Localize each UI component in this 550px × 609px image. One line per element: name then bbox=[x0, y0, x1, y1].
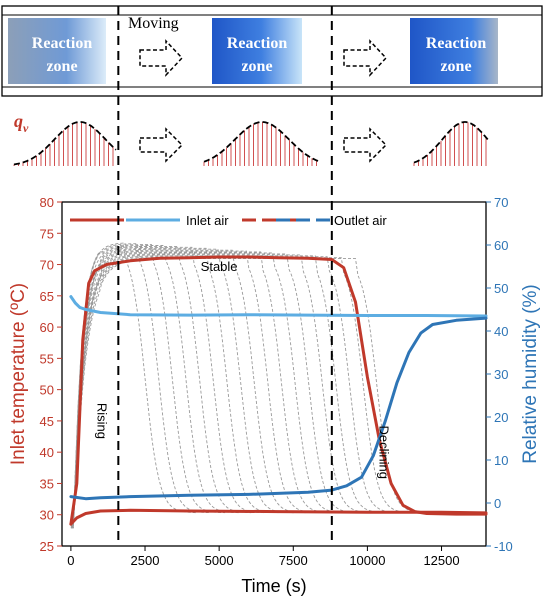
annotation-declining: Declining bbox=[376, 425, 391, 478]
x-axis-label: Time (s) bbox=[241, 576, 306, 596]
arrow-icon bbox=[343, 127, 388, 163]
y-right-tick-label: 40 bbox=[494, 324, 508, 339]
zone-3-label-line2: zone bbox=[440, 58, 471, 75]
gray-profile-curve bbox=[70, 249, 306, 521]
y-left-tick-label: 45 bbox=[40, 414, 54, 429]
y-left-tick-label: 55 bbox=[40, 351, 54, 366]
gray-profile-curve bbox=[70, 253, 361, 527]
y-right-tick-label: 70 bbox=[494, 195, 508, 210]
qv-label: qv bbox=[14, 111, 29, 135]
y-left-tick-label: 80 bbox=[40, 195, 54, 210]
arrow-icon bbox=[139, 127, 184, 163]
series-line-1 bbox=[69, 508, 488, 526]
series-lines bbox=[69, 255, 488, 526]
x-tick-label: 10000 bbox=[349, 553, 385, 568]
zone-1-label-line1: Reaction bbox=[32, 35, 93, 52]
x-tick-label: 5000 bbox=[205, 553, 234, 568]
y-right-tick-label: 0 bbox=[494, 496, 501, 511]
arrow-icon bbox=[139, 39, 184, 77]
zone-2-label-line1: Reaction bbox=[227, 35, 288, 52]
flow-distribution-curve-2 bbox=[203, 121, 319, 163]
gray-profile-curve bbox=[70, 245, 252, 528]
series-line-3 bbox=[69, 295, 488, 318]
reaction-zone-2 bbox=[212, 18, 302, 84]
y-axis-right-label: Relative humidity (%) bbox=[520, 284, 541, 464]
zone-3-label-line1: Reaction bbox=[426, 35, 487, 52]
x-tick-label: 7500 bbox=[279, 553, 308, 568]
zone-1-label-line2: zone bbox=[46, 58, 77, 75]
y-left-tick-label: 65 bbox=[40, 289, 54, 304]
moving-label: Moving bbox=[128, 15, 179, 32]
stage-divider-lines bbox=[117, 6, 333, 546]
y-left-tick-label: 40 bbox=[40, 445, 54, 460]
gray-profile-curve bbox=[70, 252, 349, 529]
y-left-tick-label: 25 bbox=[40, 539, 54, 554]
chart: 0 2500 5000 7500 10000 12500 25 30 35 40 45 50 55 60 6… bbox=[8, 195, 541, 596]
y-left-tick-label: 70 bbox=[40, 258, 54, 273]
qv-subscript: v bbox=[23, 121, 29, 135]
flow-distribution-curve-3 bbox=[413, 121, 489, 164]
flow-distributions bbox=[13, 121, 489, 166]
y-right-tick-label: 30 bbox=[494, 367, 508, 382]
gray-profile-curve bbox=[70, 254, 375, 523]
gray-profile-curve bbox=[70, 246, 266, 529]
series-line-4 bbox=[69, 316, 488, 501]
y-right-tick-label: 10 bbox=[494, 453, 508, 468]
legend: Inlet air Outlet air bbox=[70, 213, 387, 228]
flow-distribution-curve-1 bbox=[13, 121, 117, 166]
y-left-tick-label: 60 bbox=[40, 320, 54, 335]
y-left-tick-label: 50 bbox=[40, 383, 54, 398]
annotation-stable: Stable bbox=[201, 259, 238, 274]
series-line-2 bbox=[69, 255, 488, 526]
gray-profile-curve bbox=[70, 243, 211, 522]
y-right-tick-label: 60 bbox=[494, 238, 508, 253]
y-right-tick-label: -10 bbox=[494, 539, 513, 554]
y-left-tick-label: 75 bbox=[40, 226, 54, 241]
gray-profile-curve bbox=[70, 257, 415, 526]
gray-profile-curve bbox=[70, 244, 226, 522]
schematic: Reaction zone Reaction zone Reaction zon… bbox=[1, 5, 543, 166]
annotations: Rising Stable Declining bbox=[95, 259, 392, 479]
zone-2-label-line2: zone bbox=[241, 58, 272, 75]
arrow-icon bbox=[343, 39, 388, 77]
x-tick-label: 12500 bbox=[423, 553, 459, 568]
reaction-zone-3 bbox=[410, 18, 498, 84]
axis-ticks: 0 2500 5000 7500 10000 12500 25 30 35 40 45 50 55 60 6… bbox=[40, 195, 513, 568]
tube-outer bbox=[1, 5, 543, 97]
x-tick-label: 0 bbox=[67, 553, 74, 568]
gray-profile-curve bbox=[70, 248, 294, 523]
y-left-tick-label: 30 bbox=[40, 508, 54, 523]
gray-profile-curve bbox=[70, 258, 430, 529]
legend-label-inlet-air: Inlet air bbox=[186, 213, 229, 228]
y-right-tick-label: 20 bbox=[494, 410, 508, 425]
gray-profile-curves bbox=[70, 242, 430, 529]
reaction-zone-1 bbox=[8, 18, 106, 84]
gray-profile-curve bbox=[70, 250, 321, 524]
y-axis-left-label: Inlet temperature (ºC) bbox=[8, 283, 29, 465]
y-right-tick-label: 50 bbox=[494, 281, 508, 296]
annotation-rising: Rising bbox=[95, 403, 110, 439]
x-tick-label: 2500 bbox=[131, 553, 160, 568]
legend-label-outlet-air: Outlet air bbox=[334, 213, 387, 228]
y-left-tick-label: 35 bbox=[40, 476, 54, 491]
gray-profile-curve bbox=[70, 242, 197, 525]
gray-profile-curve bbox=[70, 251, 335, 527]
gray-profile-curve bbox=[70, 247, 280, 526]
